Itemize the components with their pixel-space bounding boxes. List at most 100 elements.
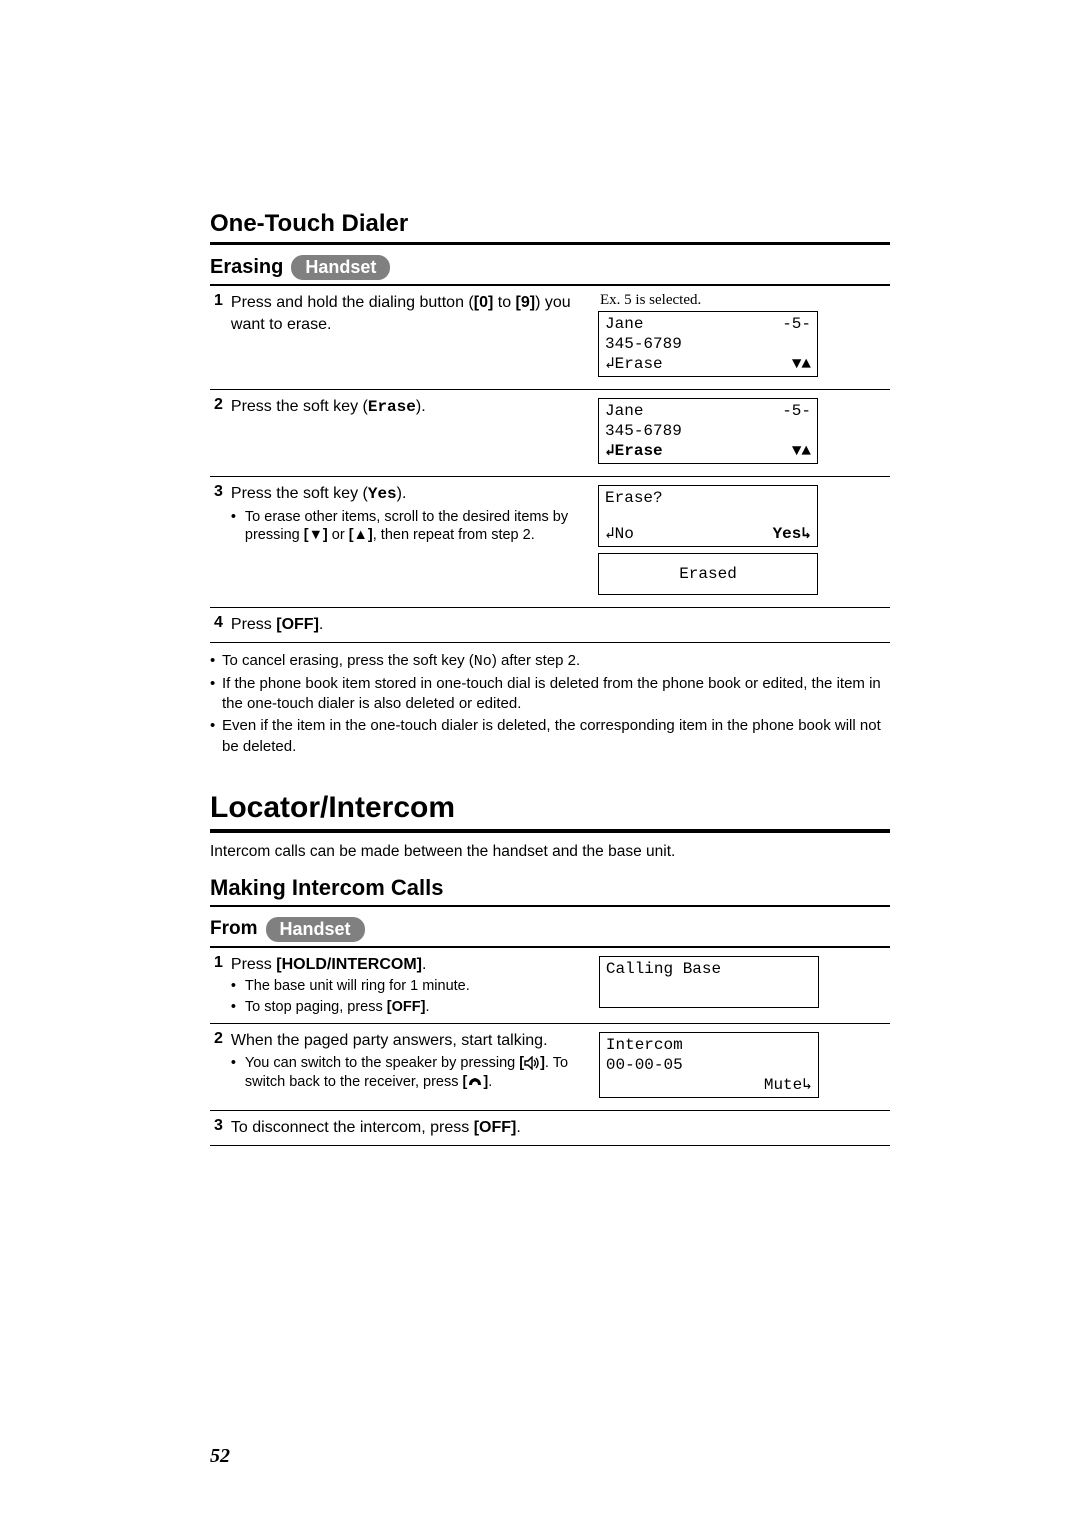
lcd-mute: Mute↳ [764, 1075, 812, 1095]
lcd-slot: -5- [782, 314, 811, 334]
off-key: [OFF] [474, 1119, 517, 1136]
lcd-display: Erased [598, 553, 818, 595]
lcd-softkey-left: ↲Erase [605, 354, 663, 374]
erasing-notes: To cancel erasing, press the soft key (N… [210, 651, 890, 757]
off-key: [OFF] [387, 999, 426, 1015]
erasing-heading: Erasing Handset [210, 255, 890, 280]
step-instruction: Press [HOLD/INTERCOM]. The base unit wil… [227, 948, 595, 1024]
step-display: Ex. 5 is selected. Jane-5- 345-6789 ↲Era… [594, 286, 890, 390]
text: . [319, 616, 323, 633]
lcd-display: Intercom 00-00-05 Mute↳ [599, 1032, 819, 1098]
erase-softkey: Erase [368, 398, 416, 416]
text: Press the soft key ( [231, 485, 368, 502]
lcd-number: 345-6789 [605, 421, 811, 441]
note-item: Even if the item in the one-touch dialer… [210, 716, 890, 757]
text: to [493, 294, 515, 311]
key-0: [0] [474, 294, 494, 311]
step-number: 2 [210, 1024, 227, 1111]
step-number: 2 [210, 390, 227, 477]
text: . [488, 1074, 492, 1090]
text: , then repeat from step 2. [373, 527, 535, 543]
sub-bullet: The base unit will ring for 1 minute. [231, 977, 591, 996]
step-row: 4 Press [OFF]. [210, 608, 890, 643]
lcd-intercom: Intercom [606, 1035, 812, 1055]
step-display: Intercom 00-00-05 Mute↳ [595, 1024, 890, 1111]
down-key: [▼] [304, 527, 328, 543]
text: To stop paging, press [245, 999, 387, 1015]
sub-bullet: To erase other items, scroll to the desi… [231, 508, 590, 546]
step-row: 1 Press [HOLD/INTERCOM]. The base unit w… [210, 948, 890, 1024]
text: When the paged party answers, start talk… [231, 1032, 548, 1049]
text: ). [397, 485, 407, 502]
step-instruction: Press the soft key (Erase). [227, 390, 594, 477]
lcd-yes: Yes↳ [773, 524, 811, 544]
step-row: 2 When the paged party answers, start ta… [210, 1024, 890, 1111]
text: . [422, 956, 426, 973]
step-number: 3 [210, 1111, 227, 1146]
step-row: 2 Press the soft key (Erase). Jane-5- 34… [210, 390, 890, 477]
text: or [328, 527, 349, 543]
page-number: 52 [210, 1445, 230, 1468]
lcd-erased: Erased [679, 565, 737, 583]
lcd-display: Jane -5- 345-6789 ↲Erase ▼▲ [598, 311, 818, 377]
lcd-nav-icons: ▼▲ [792, 441, 811, 461]
text: Press and hold the dialing button ( [231, 294, 474, 311]
key-9: [9] [516, 294, 536, 311]
lcd-nav-icons: ▼▲ [792, 354, 811, 374]
hold-intercom-key: [HOLD/INTERCOM] [276, 956, 422, 973]
text: Press the soft key ( [231, 398, 368, 415]
text: To cancel erasing, press the soft key ( [222, 652, 474, 669]
step-row: 3 To disconnect the intercom, press [OFF… [210, 1111, 890, 1146]
text: . [516, 1119, 520, 1136]
from-handset-heading: From Handset [210, 917, 890, 942]
rule [210, 242, 890, 245]
step-display: Jane-5- 345-6789 ↲Erase▼▲ [594, 390, 890, 477]
step-instruction: Press the soft key (Yes). To erase other… [227, 477, 594, 608]
from-label: From [210, 918, 258, 940]
handset-pill: Handset [291, 255, 390, 280]
note-item: If the phone book item stored in one-tou… [210, 674, 890, 715]
step-display-empty [594, 608, 890, 643]
lcd-display: Jane-5- 345-6789 ↲Erase▼▲ [598, 398, 818, 464]
text: Press [231, 956, 276, 973]
handset-pill: Handset [266, 917, 365, 942]
text: ). [416, 398, 426, 415]
erasing-label: Erasing [210, 256, 283, 279]
step-row: 3 Press the soft key (Yes). To erase oth… [210, 477, 890, 608]
lcd-number: 345-6789 [605, 334, 811, 354]
step-display: Erase? ↲No Yes↳ Erased [594, 477, 890, 608]
no-softkey: No [474, 653, 492, 670]
step-instruction: To disconnect the intercom, press [OFF]. [227, 1111, 890, 1146]
step-instruction: Press and hold the dialing button ([0] t… [227, 286, 594, 390]
making-intercom-heading: Making Intercom Calls [210, 875, 890, 901]
rule [210, 829, 890, 833]
step-display: Calling Base [595, 948, 890, 1024]
step-number: 4 [210, 608, 227, 643]
sub-bullet: To stop paging, press [OFF]. [231, 998, 591, 1017]
lcd-prompt: Erase? [605, 488, 811, 508]
lcd-calling-base: Calling Base [606, 959, 812, 979]
intercom-intro: Intercom calls can be made between the h… [210, 843, 890, 861]
up-key: [▲] [349, 527, 373, 543]
note-item: To cancel erasing, press the soft key (N… [210, 651, 890, 672]
step-number: 3 [210, 477, 227, 608]
lcd-display: Calling Base [599, 956, 819, 1008]
lcd-name: Jane [605, 401, 643, 421]
text: Press [231, 616, 276, 633]
step-number: 1 [210, 286, 227, 390]
locator-intercom-heading: Locator/Intercom [210, 791, 890, 825]
step-row: 1 Press and hold the dialing button ([0]… [210, 286, 890, 390]
step-instruction: When the paged party answers, start talk… [227, 1024, 595, 1111]
step-instruction: Press [OFF]. [227, 608, 594, 643]
text: . [425, 999, 429, 1015]
lcd-no: ↲No [605, 524, 634, 544]
lcd-name: Jane [605, 314, 643, 334]
lcd-softkey-left: ↲Erase [605, 441, 663, 461]
text: You can switch to the speaker by pressin… [245, 1055, 519, 1071]
intercom-steps-table: 1 Press [HOLD/INTERCOM]. The base unit w… [210, 948, 890, 1146]
yes-softkey: Yes [368, 485, 397, 503]
lcd-timer: 00-00-05 [606, 1055, 812, 1075]
text: To disconnect the intercom, press [231, 1119, 474, 1136]
off-key: [OFF] [276, 616, 319, 633]
speaker-icon [524, 1056, 540, 1070]
